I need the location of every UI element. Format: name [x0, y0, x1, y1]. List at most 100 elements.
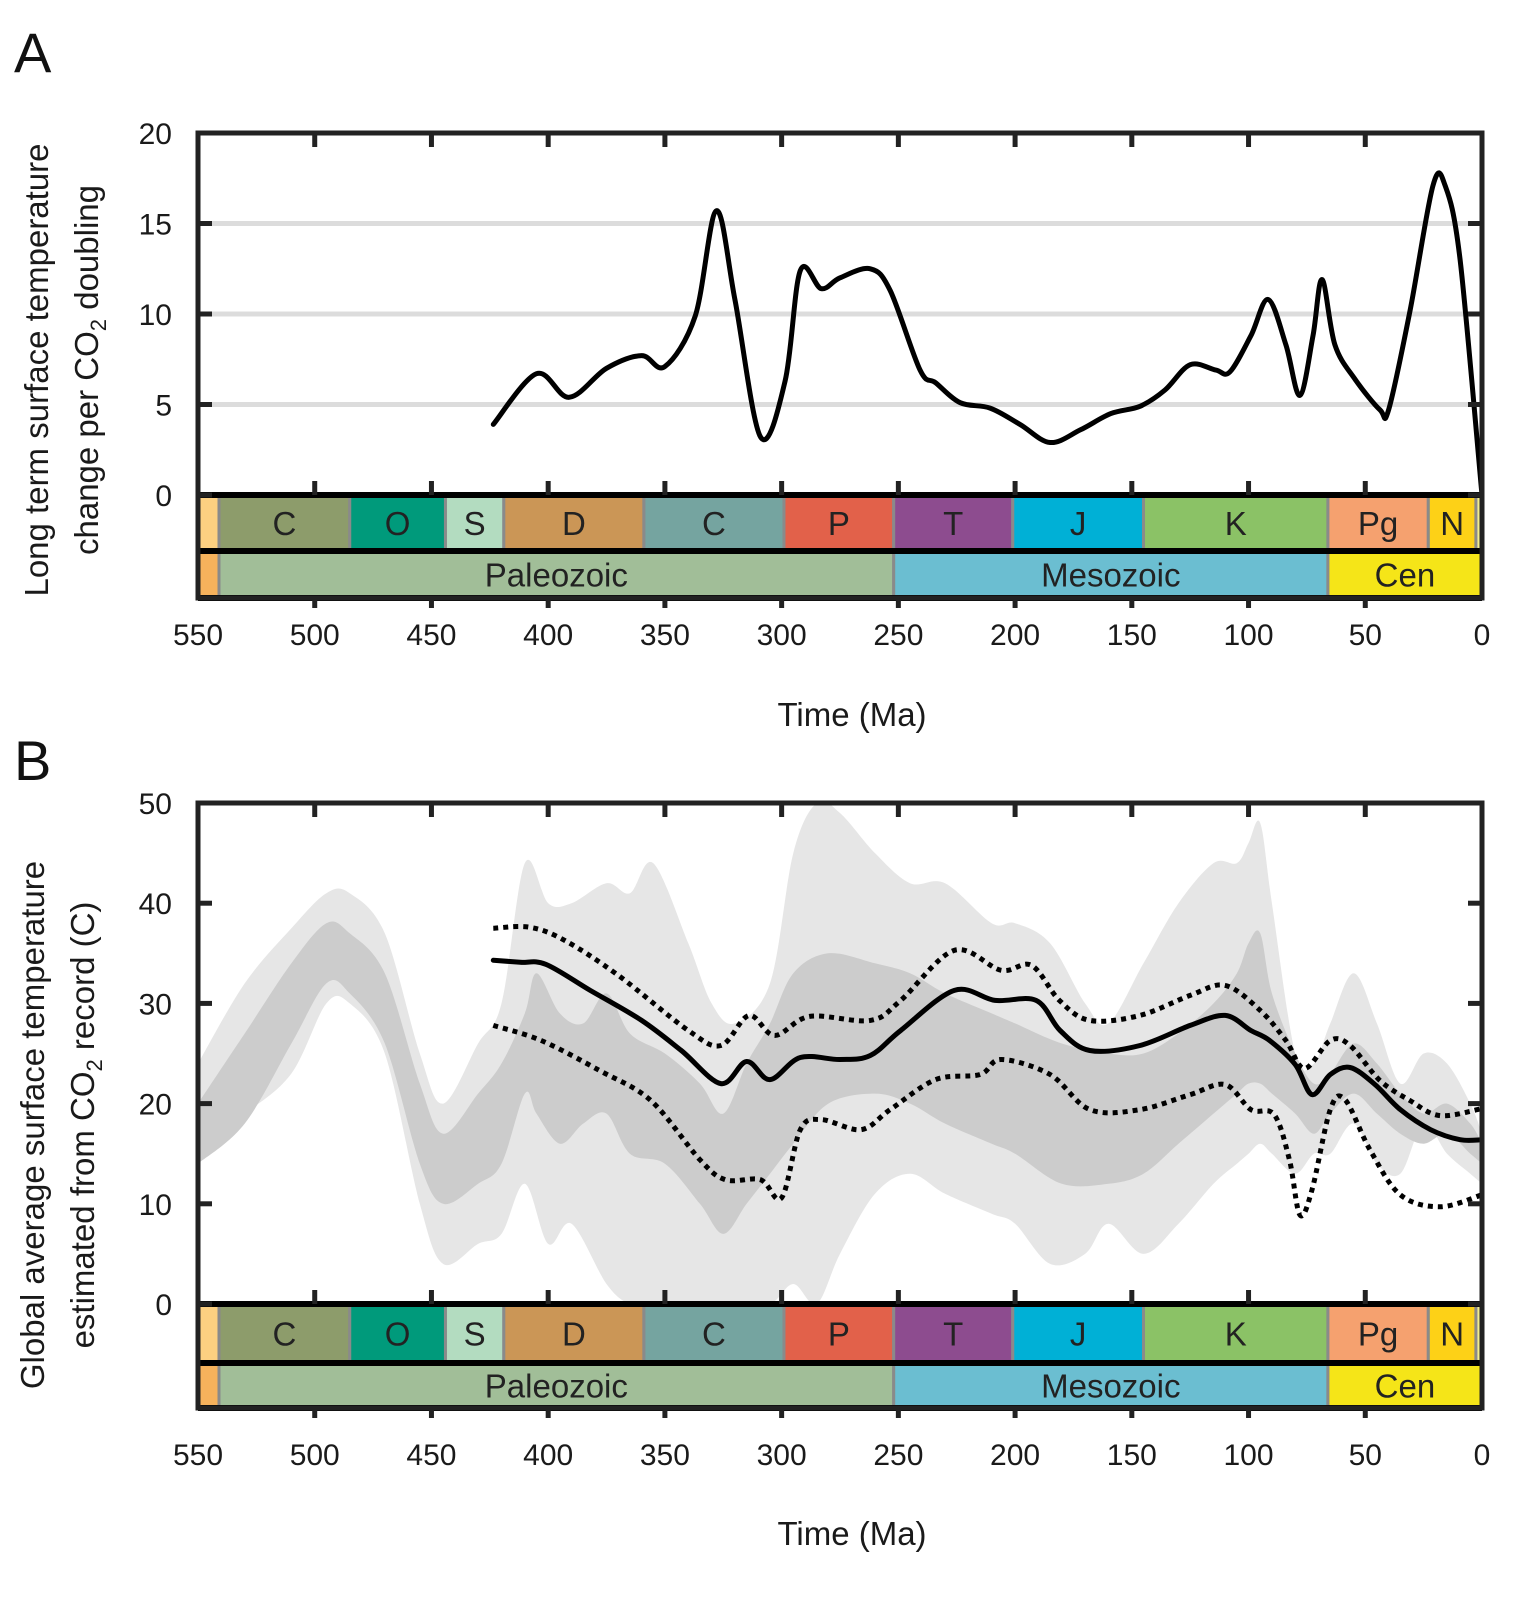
panel-a-frame	[195, 130, 1485, 601]
era-label: Paleozoic	[485, 1368, 628, 1405]
x-tick-label: 200	[990, 619, 1040, 652]
period-label: C	[702, 1316, 726, 1353]
era-box	[217, 1361, 896, 1410]
x-tick-label: 100	[1224, 619, 1274, 652]
era-label: Mesozoic	[1041, 557, 1180, 594]
x-tick-label: 300	[757, 619, 807, 652]
period-box	[348, 493, 447, 553]
x-tick-label: 200	[990, 1439, 1040, 1472]
x-tick-label: 450	[406, 619, 456, 652]
axes-frame	[195, 130, 1485, 601]
y-tick-label: 0	[155, 480, 172, 513]
panel-b-ylabel-post: record (C)	[64, 902, 101, 1060]
x-tick-label: 300	[757, 1439, 807, 1472]
period-label: P	[828, 505, 850, 542]
y-tick-label: 15	[139, 209, 172, 242]
era-box	[1326, 1361, 1484, 1410]
band-inner-range	[198, 921, 1482, 1234]
y-tick-label: 10	[139, 1189, 172, 1222]
period-box	[782, 1302, 896, 1365]
era-label: Cen	[1375, 557, 1436, 594]
period-label: C	[272, 1316, 296, 1353]
era-label: Cen	[1375, 1368, 1436, 1405]
x-tick-label: 350	[640, 1439, 690, 1472]
x-tick-label: 0	[1474, 619, 1491, 652]
panel-a-ylabel-post: doubling	[68, 185, 105, 319]
period-box	[642, 493, 786, 553]
era-box	[196, 549, 221, 600]
period-label: O	[385, 505, 411, 542]
period-label: S	[464, 505, 486, 542]
panel-a-y-ticks: 0 5 10 15 20	[139, 118, 1482, 513]
y-tick-label: 10	[139, 299, 172, 332]
x-tick-label: 50	[1349, 1439, 1382, 1472]
panel-a-ylabel-line2: change per CO2 doubling	[68, 185, 111, 555]
period-box	[782, 493, 896, 553]
period-box	[217, 1302, 352, 1365]
panel-a-series	[490, 170, 1485, 498]
series-sensitivity	[490, 170, 1485, 498]
period-label: C	[702, 505, 726, 542]
panel-a-geologic-scale: C O S D C P T J K Pg N Paleozoic Mesozoic Cen	[196, 492, 1484, 601]
panel-a-gridlines	[198, 221, 1482, 407]
era-label: Mesozoic	[1041, 1368, 1180, 1405]
x-tick-label: 0	[1474, 1439, 1491, 1472]
panel-b-series	[490, 924, 1485, 1219]
x-tick-label: 550	[173, 619, 223, 652]
x-tick-label: 100	[1224, 1439, 1274, 1472]
period-label: O	[385, 1316, 411, 1353]
period-label: N	[1440, 505, 1464, 542]
panel-a-ylabel-co: change per CO	[68, 331, 105, 555]
x-tick-label: 400	[523, 1439, 573, 1472]
panel-a-letter: A	[14, 21, 52, 84]
y-tick-label: 0	[155, 1289, 172, 1322]
panel-a: A Long term surface temperature change p…	[14, 21, 1490, 733]
panel-b-ylabel-co: estimated from CO	[64, 1072, 101, 1349]
era-box	[196, 1361, 221, 1410]
period-label: P	[828, 1316, 850, 1353]
x-tick-label: 550	[173, 1439, 223, 1472]
period-label: Pg	[1358, 1316, 1398, 1353]
panel-b-xlabel: Time (Ma)	[777, 1515, 926, 1552]
x-tick-label: 250	[873, 619, 923, 652]
x-tick-label: 50	[1349, 619, 1382, 652]
period-label: J	[1070, 1316, 1087, 1353]
period-label: T	[943, 505, 963, 542]
panel-b-x-ticks: 550 500 450 400 350 300 250 200 150 100 50 0	[173, 803, 1490, 1472]
panel-a-x-ticks: 550 500 450 400 350 300 250 200 150 100 50 0	[173, 133, 1490, 652]
panel-a-ylabel-sub: 2	[86, 319, 111, 331]
panel-b-letter: B	[14, 729, 51, 792]
panel-b: B Global average surface temperature est…	[14, 729, 1490, 1552]
panel-b-ylabel-sub: 2	[82, 1059, 107, 1071]
panel-b-ylabel-line2: estimated from CO2 record (C)	[64, 902, 107, 1349]
x-tick-label: 500	[290, 619, 340, 652]
x-tick-label: 400	[523, 619, 573, 652]
y-tick-label: 5	[155, 390, 172, 423]
x-tick-label: 150	[1107, 1439, 1157, 1472]
panel-a-ylabel-line1: Long term surface temperature	[18, 143, 55, 596]
period-label: K	[1225, 505, 1247, 542]
era-label: Paleozoic	[485, 557, 628, 594]
y-tick-label: 30	[139, 988, 172, 1021]
period-box	[443, 493, 506, 553]
panel-b-ylabel-line1: Global average surface temperature	[14, 861, 51, 1389]
series-lower-bound	[492, 1023, 1483, 1219]
y-tick-label: 20	[139, 118, 172, 151]
x-tick-label: 150	[1107, 619, 1157, 652]
period-label: T	[943, 1316, 963, 1353]
period-label: S	[464, 1316, 486, 1353]
period-label: Pg	[1358, 505, 1398, 542]
period-box	[196, 493, 221, 553]
period-box	[1326, 1302, 1430, 1365]
panel-b-bands	[198, 800, 1482, 1306]
panel-b-y-ticks: 0 10 20 30 40 50	[139, 788, 1482, 1322]
period-label: C	[272, 505, 296, 542]
x-tick-label: 450	[406, 1439, 456, 1472]
x-tick-label: 250	[873, 1439, 923, 1472]
period-label: D	[562, 505, 586, 542]
panel-a-xlabel: Time (Ma)	[777, 696, 926, 733]
period-box	[348, 1302, 447, 1365]
series-mean	[490, 957, 1485, 1143]
y-tick-label: 40	[139, 888, 172, 921]
